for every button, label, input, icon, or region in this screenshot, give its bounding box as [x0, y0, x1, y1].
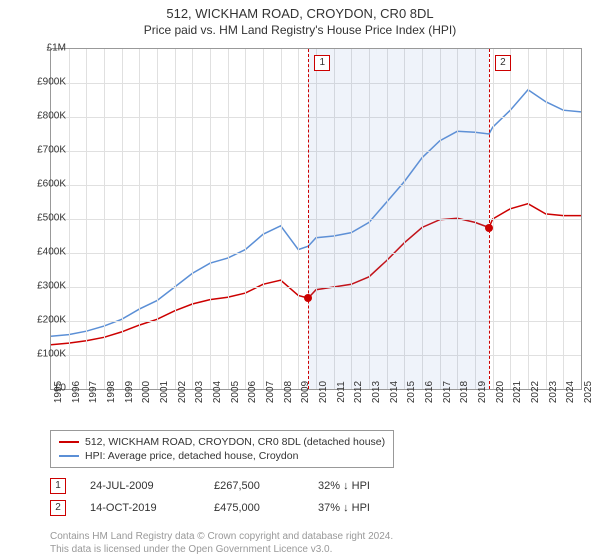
x-axis-tick-label: 2025	[583, 381, 594, 403]
legend-swatch	[59, 455, 79, 457]
gridline-vertical	[104, 49, 105, 389]
sale-delta-pct: 37%	[318, 502, 343, 514]
y-axis-tick-label: £500K	[22, 213, 66, 224]
sale-delta: 32% ↓ HPI	[318, 480, 370, 492]
y-axis-tick-label: £300K	[22, 281, 66, 292]
sale-marker-box: 1	[314, 55, 330, 71]
legend-label: HPI: Average price, detached house, Croy…	[85, 450, 298, 462]
gridline-vertical	[245, 49, 246, 389]
sale-price: £475,000	[214, 502, 294, 514]
sale-row-marker: 2	[50, 500, 66, 516]
gridline-vertical	[69, 49, 70, 389]
y-axis-tick-label: £600K	[22, 179, 66, 190]
x-axis-tick-label: 2019	[477, 381, 488, 403]
gridline-vertical	[157, 49, 158, 389]
sale-marker-box: 2	[495, 55, 511, 71]
x-axis-tick-label: 2011	[336, 381, 347, 403]
y-axis-tick-label: £100K	[22, 349, 66, 360]
x-axis-tick-label: 2005	[230, 381, 241, 403]
chart-container: 512, WICKHAM ROAD, CROYDON, CR0 8DL Pric…	[0, 0, 600, 560]
x-axis-tick-label: 2022	[530, 381, 541, 403]
chart-title: 512, WICKHAM ROAD, CROYDON, CR0 8DL	[0, 0, 600, 23]
x-axis-tick-label: 2020	[495, 381, 506, 403]
x-axis-tick-label: 2021	[512, 381, 523, 403]
gridline-vertical	[86, 49, 87, 389]
x-axis-tick-label: 2006	[247, 381, 258, 403]
gridline-vertical	[493, 49, 494, 389]
gridline-vertical	[298, 49, 299, 389]
x-axis-tick-label: 2001	[159, 381, 170, 403]
x-axis-tick-label: 2007	[265, 381, 276, 403]
x-axis-tick-label: 1997	[88, 381, 99, 403]
y-axis-tick-label: £900K	[22, 77, 66, 88]
sale-row: 1 24-JUL-2009 £267,500 32% ↓ HPI	[50, 478, 370, 494]
x-axis-tick-label: 2003	[194, 381, 205, 403]
x-axis-tick-label: 2000	[141, 381, 152, 403]
x-axis-tick-label: 2002	[177, 381, 188, 403]
gridline-vertical	[528, 49, 529, 389]
x-axis-tick-label: 2016	[424, 381, 435, 403]
gridline-vertical	[281, 49, 282, 389]
x-axis-tick-label: 2008	[283, 381, 294, 403]
y-axis-tick-label: £400K	[22, 247, 66, 258]
gridline-vertical	[546, 49, 547, 389]
attribution-line: This data is licensed under the Open Gov…	[50, 543, 393, 556]
plot-area: 12	[50, 48, 582, 390]
chart-subtitle: Price paid vs. HM Land Registry's House …	[0, 23, 600, 41]
sale-vline	[308, 49, 309, 389]
x-axis-tick-label: 2015	[406, 381, 417, 403]
legend-item: 512, WICKHAM ROAD, CROYDON, CR0 8DL (det…	[59, 435, 385, 449]
gridline-vertical	[210, 49, 211, 389]
legend-label: 512, WICKHAM ROAD, CROYDON, CR0 8DL (det…	[85, 436, 385, 448]
x-axis-tick-label: 1999	[124, 381, 135, 403]
sale-point	[485, 224, 493, 232]
gridline-vertical	[175, 49, 176, 389]
legend-item: HPI: Average price, detached house, Croy…	[59, 449, 385, 463]
gridline-vertical	[263, 49, 264, 389]
gridline-vertical	[192, 49, 193, 389]
sale-date: 14-OCT-2019	[90, 502, 190, 514]
sale-delta-label: HPI	[349, 480, 370, 492]
legend-swatch	[59, 441, 79, 443]
x-axis-tick-label: 2009	[300, 381, 311, 403]
attribution: Contains HM Land Registry data © Crown c…	[50, 530, 393, 556]
x-axis-tick-label: 2017	[442, 381, 453, 403]
sale-delta-label: HPI	[349, 502, 370, 514]
gridline-vertical	[122, 49, 123, 389]
x-axis-tick-label: 2012	[353, 381, 364, 403]
x-axis-tick-label: 1998	[106, 381, 117, 403]
sale-price: £267,500	[214, 480, 294, 492]
gridline-vertical	[139, 49, 140, 389]
legend: 512, WICKHAM ROAD, CROYDON, CR0 8DL (det…	[50, 430, 394, 468]
sale-delta-pct: 32%	[318, 480, 343, 492]
x-axis-tick-label: 2010	[318, 381, 329, 403]
gridline-vertical	[563, 49, 564, 389]
x-axis-tick-label: 2018	[459, 381, 470, 403]
sale-delta: 37% ↓ HPI	[318, 502, 370, 514]
sale-date: 24-JUL-2009	[90, 480, 190, 492]
y-axis-tick-label: £700K	[22, 145, 66, 156]
x-axis-tick-label: 1996	[71, 381, 82, 403]
gridline-vertical	[510, 49, 511, 389]
sale-point	[304, 294, 312, 302]
sale-row: 2 14-OCT-2019 £475,000 37% ↓ HPI	[50, 500, 370, 516]
sale-vline	[489, 49, 490, 389]
sale-row-marker: 1	[50, 478, 66, 494]
x-axis-tick-label: 2024	[565, 381, 576, 403]
y-axis-tick-label: £1M	[22, 43, 66, 54]
x-axis-tick-label: 1995	[53, 381, 64, 403]
x-axis-tick-label: 2013	[371, 381, 382, 403]
attribution-line: Contains HM Land Registry data © Crown c…	[50, 530, 393, 543]
x-axis-tick-label: 2004	[212, 381, 223, 403]
gridline-vertical	[228, 49, 229, 389]
y-axis-tick-label: £800K	[22, 111, 66, 122]
x-axis-tick-label: 2023	[548, 381, 559, 403]
x-axis-tick-label: 2014	[389, 381, 400, 403]
y-axis-tick-label: £200K	[22, 315, 66, 326]
shaded-region	[308, 49, 489, 389]
